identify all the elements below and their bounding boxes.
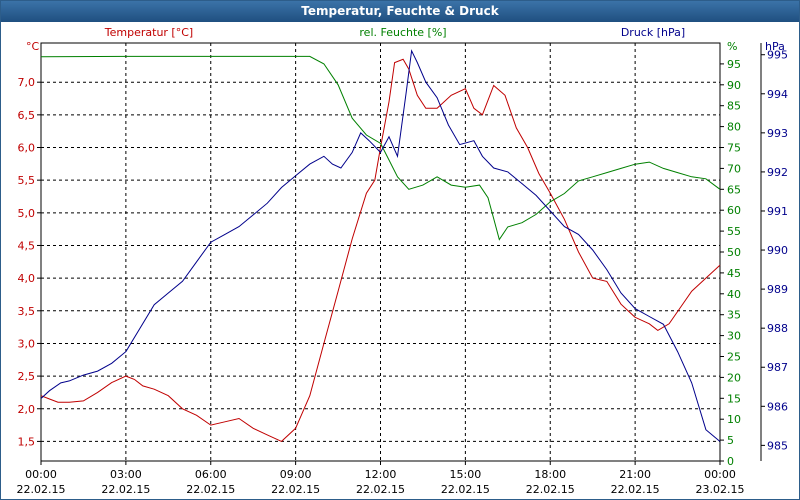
temp-tick-label: 5,5 xyxy=(18,174,36,187)
humidity-tick-label: 25 xyxy=(727,351,741,364)
humidity-tick-label: 30 xyxy=(727,330,741,343)
x-tick-date: 22.02.15 xyxy=(271,483,320,496)
humidity-tick-label: 65 xyxy=(727,183,741,196)
temp-tick-label: 3,5 xyxy=(18,305,36,318)
humidity-tick-label: 55 xyxy=(727,225,741,238)
pressure-tick-label: 993 xyxy=(767,127,788,140)
humidity-tick-label: 15 xyxy=(727,392,741,405)
humidity-tick-label: 85 xyxy=(727,100,741,113)
humidity-tick-label: 10 xyxy=(727,413,741,426)
temp-tick-label: 4,0 xyxy=(18,272,36,285)
temp-axis-unit: °C xyxy=(26,40,40,53)
pressure-tick-label: 992 xyxy=(767,166,788,179)
x-tick-time: 18:00 xyxy=(534,468,566,481)
pressure-tick-label: 985 xyxy=(767,439,788,452)
temp-tick-label: 6,0 xyxy=(18,142,36,155)
x-tick-date: 22.02.15 xyxy=(611,483,660,496)
x-tick-time: 12:00 xyxy=(365,468,397,481)
humidity-tick-label: 75 xyxy=(727,142,741,155)
x-tick-time: 06:00 xyxy=(195,468,227,481)
x-tick-date: 22.02.15 xyxy=(441,483,490,496)
x-tick-time: 03:00 xyxy=(110,468,142,481)
humidity-line xyxy=(40,55,721,241)
pressure-tick-label: 991 xyxy=(767,205,788,218)
x-tick-date: 22.02.15 xyxy=(101,483,150,496)
x-tick-date: 23.02.15 xyxy=(696,483,745,496)
x-tick-time: 21:00 xyxy=(619,468,651,481)
temp-tick-label: 6,5 xyxy=(18,109,36,122)
pressure-tick-label: 994 xyxy=(767,88,788,101)
humidity-tick-label: 50 xyxy=(727,246,741,259)
humidity-tick-label: 45 xyxy=(727,267,741,280)
x-tick-date: 22.02.15 xyxy=(526,483,575,496)
x-tick-time: 15:00 xyxy=(450,468,482,481)
temp-tick-label: 3,0 xyxy=(18,337,36,350)
pressure-tick-label: 989 xyxy=(767,283,788,296)
humidity-axis-unit: % xyxy=(727,40,737,53)
humidity-axis-label: rel. Feuchte [%] xyxy=(359,26,446,39)
humidity-tick-label: 80 xyxy=(727,121,741,134)
pressure-tick-label: 995 xyxy=(767,49,788,62)
x-tick-time: 00:00 xyxy=(25,468,57,481)
humidity-tick-label: 95 xyxy=(727,58,741,71)
temp-tick-label: 4,5 xyxy=(18,239,36,252)
humidity-tick-label: 20 xyxy=(727,371,741,384)
temperature-line xyxy=(40,58,721,442)
temp-tick-label: 5,0 xyxy=(18,207,36,220)
humidity-tick-label: 70 xyxy=(727,162,741,175)
humidity-tick-label: 0 xyxy=(727,455,734,468)
pressure-tick-label: 987 xyxy=(767,361,788,374)
temp-tick-label: 1,5 xyxy=(18,435,36,448)
window-title: Temperatur, Feuchte & Druck xyxy=(1,1,799,22)
x-tick-time: 09:00 xyxy=(280,468,312,481)
pressure-tick-label: 986 xyxy=(767,400,788,413)
humidity-tick-label: 40 xyxy=(727,288,741,301)
pressure-tick-label: 988 xyxy=(767,322,788,335)
pressure-axis-unit: hPa xyxy=(765,40,785,53)
x-tick-date: 22.02.15 xyxy=(186,483,235,496)
humidity-tick-label: 90 xyxy=(727,79,741,92)
temp-tick-label: 2,0 xyxy=(18,403,36,416)
x-tick-date: 22.02.15 xyxy=(356,483,405,496)
pressure-axis-label: Druck [hPa] xyxy=(621,26,685,39)
humidity-tick-label: 35 xyxy=(727,309,741,322)
temp-tick-label: 2,5 xyxy=(18,370,36,383)
humidity-tick-label: 5 xyxy=(727,434,734,447)
pressure-tick-label: 990 xyxy=(767,244,788,257)
x-tick-date: 22.02.15 xyxy=(17,483,66,496)
pressure-line xyxy=(40,49,721,442)
x-tick-time: 00:00 xyxy=(704,468,736,481)
temp-tick-label: 7,0 xyxy=(18,76,36,89)
humidity-tick-label: 60 xyxy=(727,204,741,217)
temp-axis-label: Temperatur [°C] xyxy=(104,26,193,39)
